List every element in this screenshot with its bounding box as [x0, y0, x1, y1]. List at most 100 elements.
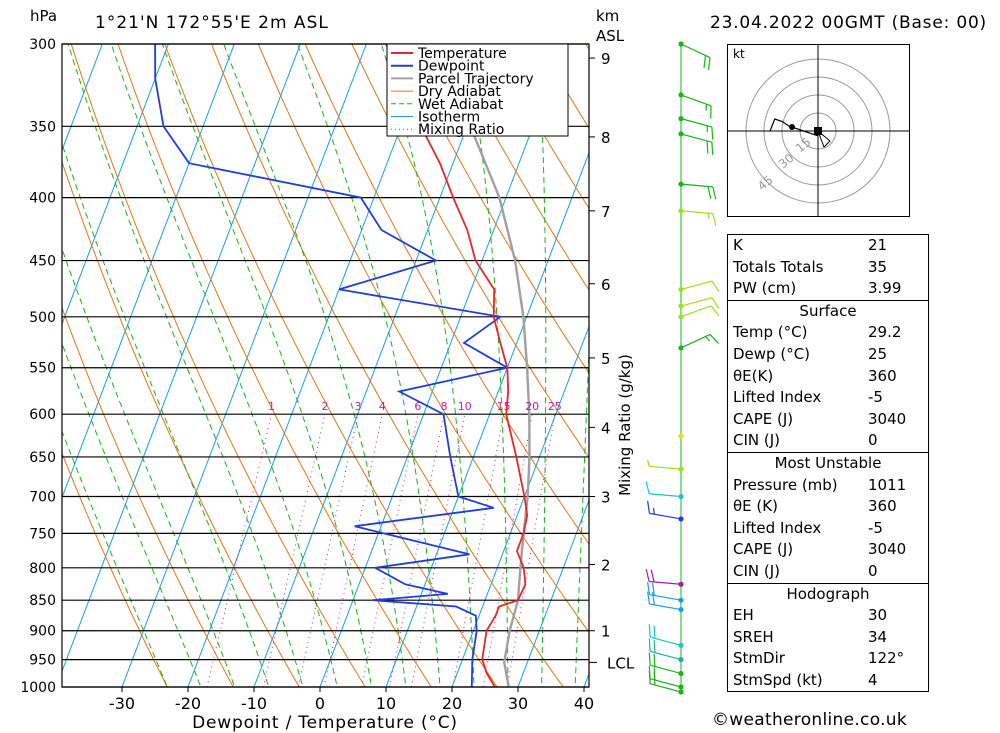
- wind-barb-flag: [711, 142, 714, 155]
- dry-adiabat-line: [351, 44, 589, 459]
- isotherm-line: [121, 44, 367, 687]
- index-label: PW (cm): [733, 279, 797, 298]
- surface-value: 3040: [868, 409, 907, 428]
- x-tick-label: 30: [508, 694, 528, 713]
- legend-label: Temperature: [417, 46, 507, 62]
- wind-barb-flag: [653, 653, 656, 667]
- pressure-label: 800: [29, 561, 56, 577]
- index-value: 21: [868, 236, 888, 254]
- wet-adiabat-line: [110, 44, 338, 687]
- wind-barb-staff: [680, 297, 713, 307]
- temperature-line: [385, 44, 529, 687]
- x-tick-label: 0: [315, 694, 325, 713]
- surface-label: Temp (°C): [733, 323, 808, 342]
- index-value: 3.99: [868, 279, 902, 298]
- wind-barb-flag: [703, 55, 707, 69]
- hodograph-ring-label: 15: [793, 135, 814, 156]
- wind-barb-half-flag: [647, 460, 650, 467]
- legend-label: Parcel Trajectory: [418, 71, 534, 87]
- surface-row: Lifted Index -5: [728, 387, 928, 409]
- wind-barb: [645, 569, 684, 587]
- dry-adiabat-line: [70, 44, 366, 687]
- hodograph-label: EH: [733, 606, 754, 625]
- height-tick-label: 4: [601, 419, 611, 437]
- pressure-label: 950: [29, 653, 56, 669]
- wind-barb-staff: [680, 305, 712, 318]
- hodograph-row: StmDir 122°: [728, 648, 928, 670]
- x-tick-label: 20: [442, 694, 462, 713]
- surface-label: CAPE (J): [733, 409, 794, 428]
- wind-barb-flag: [648, 652, 651, 666]
- most-unstable-row: θE (K) 360: [728, 496, 928, 518]
- mixing-ratio-label: 2: [321, 400, 328, 413]
- most-unstable-section: Most Unstable Pressure (mb) 1011 θE (K) 360…: [728, 451, 928, 583]
- wind-barb-staff: [649, 594, 682, 601]
- most-unstable-value: 360: [868, 497, 897, 516]
- mixing-ratio-label: 25: [548, 400, 562, 413]
- most-unstable-row: Pressure (mb) 1011: [728, 475, 928, 497]
- height-tick-label: 9: [601, 50, 611, 68]
- wind-barb-staff: [649, 580, 682, 585]
- wind-barb: [678, 181, 717, 200]
- hodograph-value: 4: [868, 670, 878, 689]
- wind-barb-half-flag: [707, 213, 710, 220]
- index-value: 35: [868, 257, 888, 276]
- wind-barb: [647, 591, 684, 613]
- surface-section: Surface Temp (°C) 29.2 Dewp (°C) 25 θE(K) 360…: [728, 299, 928, 452]
- pressure-label: 650: [29, 450, 56, 466]
- x-tick-label: -30: [109, 694, 135, 713]
- dry-adiabat-line: [117, 44, 432, 687]
- legend-label: Wet Adiabat: [418, 97, 504, 113]
- hodograph-value: 30: [868, 606, 888, 625]
- height-tick-label: 8: [601, 129, 611, 147]
- dewpoint-line: [154, 44, 510, 687]
- wind-barb-staff: [649, 493, 682, 498]
- mixing-ratio-line: [482, 414, 533, 687]
- wind-barb-staff: [649, 636, 682, 646]
- wind-barb-dot: [678, 657, 684, 663]
- pressure-label: 850: [29, 593, 56, 609]
- hodograph-label: SREH: [733, 627, 774, 646]
- wet-adiabat-line: [67, 44, 304, 687]
- hodograph-label: StmSpd (kt): [733, 670, 823, 689]
- hodograph-value: 34: [868, 627, 888, 646]
- wind-barb-staff: [680, 94, 712, 107]
- most-unstable-row: Lifted Index -5: [728, 518, 928, 540]
- legend-label: Mixing Ratio: [418, 122, 504, 138]
- hodograph-storm-marker: [816, 129, 831, 148]
- isotherm-line: [62, 44, 169, 326]
- hodograph-title: Hodograph: [786, 584, 870, 603]
- wind-barb: [648, 638, 684, 663]
- index-row: PW (cm) 3.99: [728, 278, 928, 300]
- wet-adiabat-line: [161, 44, 373, 687]
- pressure-label: 1000: [20, 680, 56, 696]
- height-tick-label: 6: [601, 276, 611, 294]
- x-tick-label: -10: [241, 694, 267, 713]
- lcl-label: LCL: [607, 654, 635, 672]
- most-unstable-value: -5: [868, 518, 883, 537]
- dry-adiabat-line: [257, 44, 589, 634]
- wind-barb: [648, 624, 684, 648]
- height-tick-label: 1: [601, 623, 611, 641]
- mixing-ratio-label: 3: [355, 400, 362, 413]
- dry-adiabat-line: [164, 44, 498, 687]
- mixing-ratio-line: [206, 414, 273, 687]
- wind-barb-flag: [711, 126, 714, 140]
- wind-barb-flag: [653, 672, 656, 686]
- hodograph-indices-section: Hodograph EH 30 SREH 34 StmDir 122° StmSpd (kt…: [728, 582, 928, 692]
- wet-adiabat-line: [62, 342, 202, 687]
- x-tick-label: 10: [376, 694, 396, 713]
- dry-adiabat-line: [444, 44, 589, 291]
- wind-barb: [645, 481, 684, 500]
- wind-barb-half-flag: [652, 507, 656, 515]
- height-unit-asl: ASL: [596, 27, 625, 45]
- pressure-label: 700: [29, 490, 56, 506]
- wind-barb-flag: [711, 280, 720, 293]
- wet-adiabat-line: [223, 44, 407, 687]
- index-row: K 21: [728, 235, 928, 257]
- wind-barb: [678, 116, 714, 140]
- wind-barb: [647, 460, 684, 472]
- dry-adiabat-line: [62, 452, 168, 687]
- dry-adiabat-line: [398, 44, 589, 374]
